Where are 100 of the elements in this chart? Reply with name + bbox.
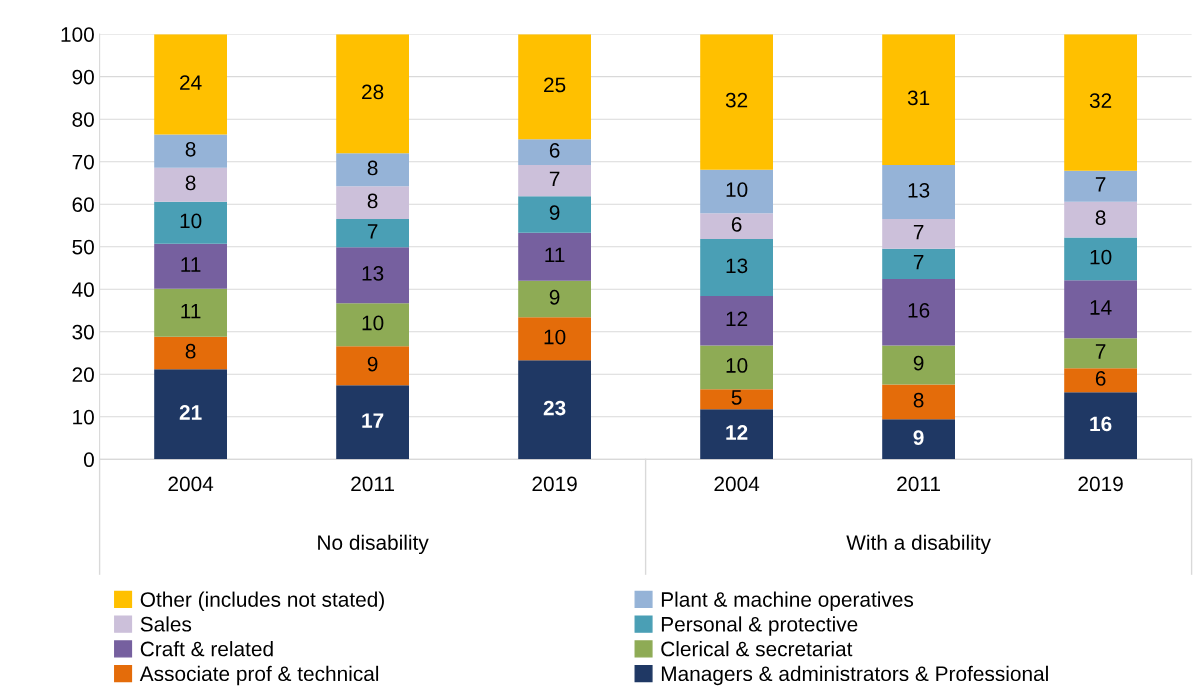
y-tick-label: 60 <box>72 197 94 212</box>
bar <box>1064 368 1137 393</box>
bar <box>700 239 773 297</box>
bar <box>336 385 409 460</box>
data-label: 10 <box>1090 249 1112 265</box>
bar <box>882 219 955 249</box>
bar <box>1064 237 1137 281</box>
data-label: 21 <box>179 405 202 420</box>
data-label: 14 <box>1090 300 1112 315</box>
bar <box>154 34 227 135</box>
data-label: 17 <box>362 413 384 428</box>
data-label: 7 <box>1095 344 1106 359</box>
legend-label: Managers & administrators & Professional <box>661 665 1048 686</box>
y-tick-label: 40 <box>72 282 94 298</box>
bar <box>700 409 773 460</box>
data-label: 7 <box>913 255 924 270</box>
text: No disability <box>318 534 429 555</box>
legend-label: Clerical & secretariat <box>661 641 853 657</box>
text: With a disability <box>846 534 991 555</box>
data-label: 16 <box>908 303 930 318</box>
bar <box>336 346 409 386</box>
data-label: 8 <box>1095 210 1106 226</box>
data-label: 8 <box>185 141 196 157</box>
y-tick-label: 20 <box>72 367 94 383</box>
data-label: 13 <box>726 258 748 274</box>
legend-label: Craft & related <box>140 641 273 657</box>
data-label: 11 <box>545 247 565 263</box>
data-label: 32 <box>1089 93 1112 108</box>
y-tick-label: 0 <box>83 452 94 468</box>
bar <box>518 139 591 166</box>
data-label: 7 <box>549 171 560 187</box>
bar <box>1064 392 1137 460</box>
y-tick-label: 70 <box>72 154 94 170</box>
bar <box>1064 170 1137 202</box>
bar <box>336 186 409 220</box>
bar <box>700 169 773 214</box>
data-label: 13 <box>908 182 930 198</box>
data-label: 10 <box>726 182 748 198</box>
bar <box>1064 280 1137 339</box>
y-tick-label: 10 <box>73 409 94 425</box>
data-label: 9 <box>549 205 560 221</box>
data-label: 7 <box>1095 177 1106 192</box>
bar <box>154 369 227 460</box>
y-tick-label: 50 <box>72 239 94 255</box>
data-label: 11 <box>181 257 201 272</box>
bar <box>518 196 591 233</box>
data-label: 24 <box>180 75 202 90</box>
data-label: 28 <box>362 84 384 100</box>
bar <box>882 345 955 385</box>
bar <box>336 303 409 347</box>
data-label: 8 <box>367 193 378 209</box>
y-tick-label: 90 <box>72 69 94 85</box>
legend-label: Personal & protective <box>661 616 858 636</box>
data-label: 12 <box>726 311 748 327</box>
bar <box>882 279 955 346</box>
bar <box>700 213 773 240</box>
legend-label: Other (includes not stated) <box>140 591 384 611</box>
legend-label: Associate prof & technical <box>139 665 379 686</box>
bar <box>1064 338 1137 369</box>
data-label: 8 <box>913 392 924 408</box>
data-label: 5 <box>731 390 742 405</box>
y-tick-label: 100 <box>61 27 94 42</box>
bar <box>700 389 773 410</box>
data-label: 23 <box>543 400 566 416</box>
bar <box>518 165 591 197</box>
data-label: 7 <box>367 224 378 239</box>
data-label: 25 <box>544 77 566 93</box>
bar <box>882 34 955 166</box>
legend-label: Sales <box>140 616 192 632</box>
x-tick-label: 2011 <box>897 476 940 492</box>
bar <box>1064 201 1137 238</box>
bar <box>336 34 409 154</box>
x-tick-label: 2019 <box>532 476 577 492</box>
data-label: 12 <box>726 425 748 440</box>
bar <box>518 317 591 361</box>
data-label: 32 <box>725 92 748 108</box>
bar <box>1064 34 1137 171</box>
data-label: 6 <box>731 216 742 232</box>
data-label: 10 <box>726 358 748 373</box>
data-label: 9 <box>367 356 378 372</box>
x-tick-label: 2004 <box>168 476 214 492</box>
bar <box>518 34 591 140</box>
bar <box>154 167 227 202</box>
legend-label: Plant & machine operatives <box>661 591 914 611</box>
bar <box>882 165 955 220</box>
bar <box>518 360 591 460</box>
y-tick-label: 30 <box>72 324 94 340</box>
x-tick-label: 2011 <box>351 476 394 492</box>
bar <box>336 219 409 248</box>
bar <box>336 153 409 187</box>
bar <box>154 288 227 337</box>
data-label: 31 <box>907 90 930 106</box>
x-tick-label: 2019 <box>1078 476 1123 492</box>
bar <box>154 134 227 168</box>
x-tick-label: 2004 <box>714 476 760 492</box>
data-label: 8 <box>367 160 378 176</box>
data-label: 6 <box>1095 371 1106 386</box>
bar <box>700 345 773 390</box>
bar <box>518 280 591 318</box>
bar <box>700 296 773 346</box>
